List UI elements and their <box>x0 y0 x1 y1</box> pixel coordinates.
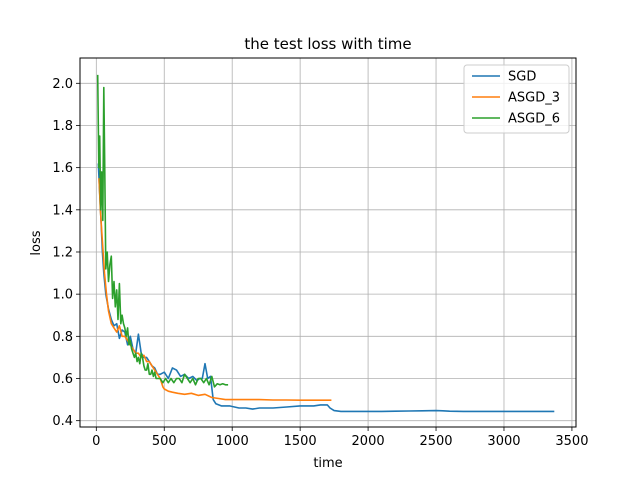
x-tick-label: 0 <box>92 434 100 449</box>
legend-box <box>463 64 570 134</box>
y-tick-label: 1.6 <box>52 161 73 176</box>
legend: SGD ASGD_3 ASGD_6 <box>463 64 570 134</box>
series-line-asgd-6 <box>96 74 229 388</box>
x-tick-label: 1000 <box>216 434 249 449</box>
x-axis: 0 500 1000 1500 2000 2500 3000 3500 <box>92 427 588 449</box>
x-tick-label: 3500 <box>555 434 588 449</box>
y-tick-label: 1.2 <box>52 245 73 260</box>
y-tick-label: 0.6 <box>52 372 73 387</box>
y-tick-label: 1.0 <box>52 288 73 303</box>
legend-entries: SGD ASGD_3 ASGD_6 <box>472 70 560 127</box>
legend-label-asgd-6: ASGD_6 <box>508 112 560 127</box>
x-tick-label: 1500 <box>284 434 317 449</box>
x-tick-label: 2500 <box>419 434 452 449</box>
legend-label-asgd-3: ASGD_3 <box>508 91 560 106</box>
y-tick-label: 2.0 <box>52 77 73 92</box>
series-line-asgd-3 <box>98 178 332 402</box>
legend-label-sgd: SGD <box>508 70 536 85</box>
x-tick-label: 3000 <box>487 434 520 449</box>
y-tick-label: 1.8 <box>52 119 73 134</box>
y-axis: 0.4 0.6 0.8 1.0 1.2 1.4 1.6 1.8 2.0 <box>52 77 80 429</box>
plot-frame <box>79 57 577 428</box>
y-axis-label: loss <box>29 230 44 255</box>
x-tick-label: 500 <box>152 434 177 449</box>
y-tick-label: 1.4 <box>52 203 73 218</box>
x-tick-label: 2000 <box>352 434 385 449</box>
x-axis-label: time <box>313 456 342 471</box>
series-layer <box>96 74 555 413</box>
y-tick-label: 0.8 <box>52 330 73 345</box>
chart-title: the test loss with time <box>244 35 411 53</box>
y-tick-label: 0.4 <box>52 414 73 429</box>
grid <box>80 58 576 427</box>
